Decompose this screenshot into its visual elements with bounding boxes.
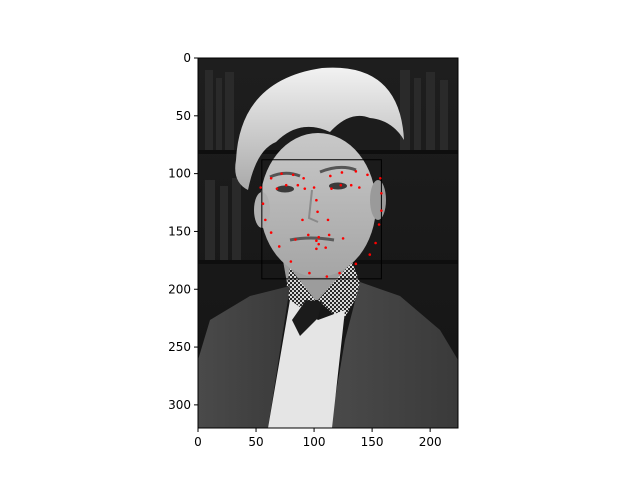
landmark-point — [380, 209, 383, 212]
landmark-point — [330, 187, 333, 190]
landmark-point — [377, 223, 381, 226]
landmark-point — [326, 218, 330, 222]
landmark-point — [302, 176, 305, 180]
face-bounding-box — [261, 159, 382, 280]
landmark-point — [325, 275, 329, 278]
landmark-point — [374, 241, 377, 245]
landmark-point — [338, 271, 341, 275]
landmark-point — [339, 183, 343, 187]
y-tick-label: 100 — [168, 167, 191, 181]
landmark-point — [284, 183, 288, 187]
y-tick-label: 250 — [168, 340, 191, 354]
landmark-point — [317, 235, 321, 239]
landmark-point — [296, 183, 300, 187]
portrait-image — [198, 58, 458, 428]
axes-frame — [197, 57, 459, 429]
landmark-point — [315, 239, 318, 242]
landmark-point — [312, 186, 316, 189]
x-axis: 0 50 100 150 200 — [194, 428, 442, 449]
y-tick-label: 0 — [183, 51, 191, 65]
landmark-point — [277, 245, 281, 248]
landmark-point — [291, 173, 295, 177]
y-tick-label: 200 — [168, 282, 191, 296]
landmark-point — [315, 247, 318, 251]
landmark-point — [329, 174, 332, 178]
landmark-point — [327, 233, 331, 237]
landmark-point — [316, 210, 319, 214]
landmark-point — [269, 176, 273, 180]
landmark-point — [340, 171, 344, 174]
landmark-point — [317, 242, 321, 246]
landmark-point — [306, 233, 310, 237]
landmark-point — [349, 183, 353, 187]
landmark-point — [354, 170, 358, 173]
landmark-point — [380, 191, 383, 195]
landmark-point — [303, 187, 307, 190]
landmark-point — [354, 262, 358, 266]
landmark-point — [315, 198, 318, 202]
landmark-point — [358, 186, 361, 189]
x-tick-label: 50 — [248, 435, 263, 449]
landmark-point — [294, 238, 297, 241]
landmark-points — [259, 170, 383, 278]
landmark-point — [259, 186, 262, 189]
landmark-point — [269, 231, 273, 234]
x-tick-label: 200 — [419, 435, 442, 449]
landmark-point — [341, 237, 345, 240]
x-tick-label: 100 — [303, 435, 326, 449]
landmark-point — [275, 187, 279, 190]
landmark-point — [289, 260, 293, 263]
landmark-point — [308, 271, 311, 275]
landmark-point — [264, 218, 267, 222]
landmark-point — [280, 172, 283, 175]
landmark-point — [368, 253, 372, 256]
x-tick-label: 0 — [194, 435, 202, 449]
x-tick-label: 150 — [361, 435, 384, 449]
y-axis: 0 50 100 150 200 250 300 — [168, 51, 198, 412]
y-tick-label: 150 — [168, 224, 191, 238]
landmark-point — [378, 176, 382, 180]
landmark-point — [324, 246, 327, 249]
landmark-point — [366, 173, 369, 177]
landmark-point — [301, 218, 304, 222]
y-tick-label: 300 — [168, 398, 191, 412]
landmark-point — [261, 202, 265, 205]
y-tick-label: 50 — [176, 109, 191, 123]
